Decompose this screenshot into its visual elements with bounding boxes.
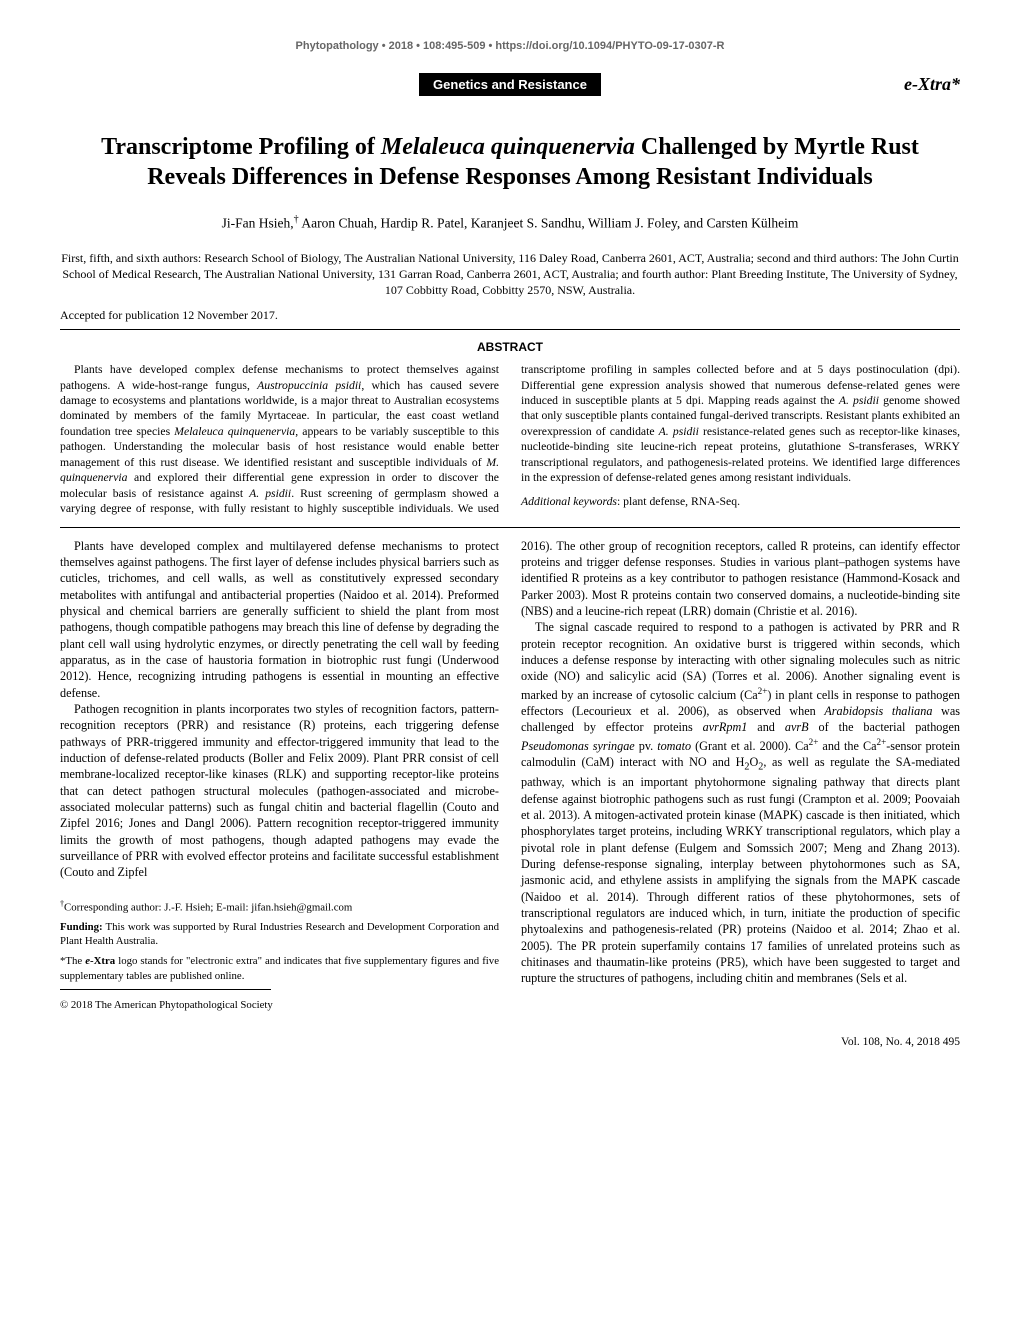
title-pre: Transcriptome Profiling of (101, 134, 381, 160)
p4-sup3: 2+ (877, 737, 887, 747)
p4-t12: (Grant et al. 2000). Ca (691, 739, 809, 753)
body-p3: 2016). The other group of recognition re… (521, 538, 960, 620)
body-columns: Plants have developed complex and multil… (60, 538, 960, 1012)
p4-sup2: 2+ (809, 737, 819, 747)
footnote-rule (60, 989, 271, 990)
copyright: © 2018 The American Phytopathological So… (60, 998, 499, 1012)
funding-label: Funding: (60, 921, 103, 933)
rule-bottom-abstract (60, 527, 960, 528)
abstract-keywords: Additional keywords: plant defense, RNA-… (521, 494, 960, 509)
p4-t10: pv. (635, 739, 658, 753)
journal-header-line: Phytopathology • 2018 • 108:495-509 • ht… (60, 40, 960, 52)
accepted-line: Accepted for publication 12 November 201… (60, 308, 960, 323)
keywords-label: Additional keywords (521, 495, 617, 508)
abs-sp2: Melaleuca quinquenervia (174, 425, 295, 438)
article-title: Transcriptome Profiling of Melaleuca qui… (60, 132, 960, 192)
abs-sp1: Austropuccinia psidii (257, 379, 361, 392)
extra-logo: e-Xtra* (904, 74, 960, 95)
p4-gene2: avrB (785, 720, 809, 734)
p4-t14: and the Ca (818, 739, 876, 753)
body-p1: Plants have developed complex and multil… (60, 538, 499, 701)
extra-note-pre: *The (60, 955, 85, 967)
badge-row: Genetics and Resistance e-Xtra* (60, 72, 960, 96)
p4-gene1: avrRpm1 (703, 720, 748, 734)
abstract-body: Plants have developed complex defense me… (60, 362, 960, 519)
p4-t8: of the bacterial pathogen (809, 720, 960, 734)
title-species: Melaleuca quinquenervia (381, 134, 635, 160)
rule-top (60, 329, 960, 330)
extra-footnote: *The e-Xtra logo stands for "electronic … (60, 954, 499, 982)
abs-sp4: A. psidii (249, 487, 291, 500)
p4-sup1: 2+ (758, 686, 768, 696)
p4-t20: , as well as regulate the SA-mediated pa… (521, 755, 960, 985)
author-list: Ji-Fan Hsieh,† Aaron Chuah, Hardip R. Pa… (60, 214, 960, 232)
page-footer: Vol. 108, No. 4, 2018 495 (60, 1036, 960, 1048)
body-p4: The signal cascade required to respond t… (521, 619, 960, 986)
category-badge: Genetics and Resistance (419, 73, 601, 96)
abs-sp5: A. psidii (839, 394, 879, 407)
p4-t6: and (747, 720, 784, 734)
p4-sp3: tomato (657, 739, 691, 753)
funding-text: This work was supported by Rural Industr… (60, 921, 499, 947)
extra-note-post: logo stands for "electronic extra" and i… (60, 955, 499, 981)
p4-sp2: Pseudomonas syringae (521, 739, 635, 753)
affiliations: First, fifth, and sixth authors: Researc… (60, 250, 960, 299)
funding-line: Funding: This work was supported by Rura… (60, 920, 499, 948)
body-p2: Pathogen recognition in plants incorpora… (60, 701, 499, 881)
footnote-block: †Corresponding author: J.-F. Hsieh; E-ma… (60, 899, 499, 1012)
keywords-value: : plant defense, RNA-Seq. (617, 495, 740, 508)
abs-sp6: A. psidii (659, 425, 699, 438)
abstract-heading: ABSTRACT (60, 340, 960, 354)
corresponding-author: †Corresponding author: J.-F. Hsieh; E-ma… (60, 899, 499, 915)
p4-sp1: Arabidopsis thaliana (824, 704, 932, 718)
